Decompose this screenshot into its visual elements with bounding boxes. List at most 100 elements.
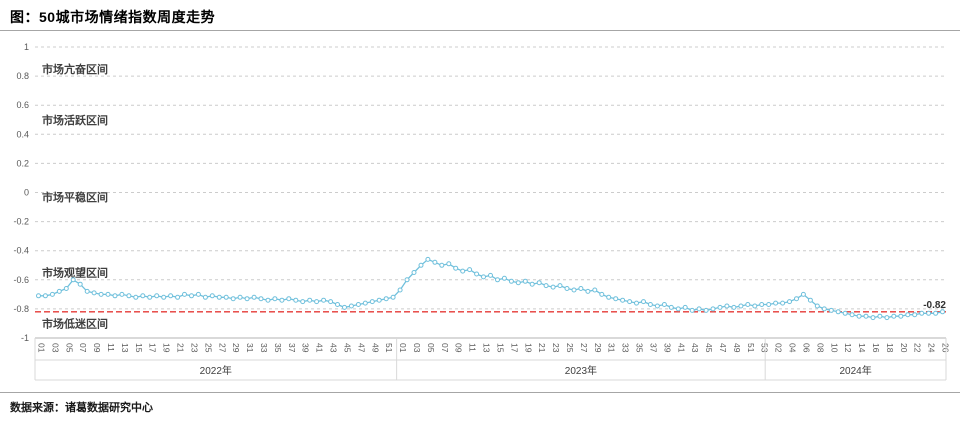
x-tick-label: 13 — [482, 343, 492, 353]
x-tick-label: 33 — [259, 343, 269, 353]
series-point — [98, 291, 104, 297]
x-tick-label: 39 — [662, 343, 672, 353]
x-tick-label: 18 — [885, 343, 895, 353]
series-point — [731, 304, 737, 310]
x-tick-label: 13 — [120, 343, 130, 353]
x-tick-label: 33 — [621, 343, 631, 353]
x-tick-label: 43 — [329, 343, 339, 353]
year-label: 2022年 — [200, 364, 232, 377]
series-point — [814, 303, 820, 309]
x-tick-label: 29 — [231, 343, 241, 353]
series-point — [439, 262, 445, 268]
series-point — [919, 310, 925, 316]
series-point — [481, 274, 486, 280]
series-point — [460, 268, 466, 274]
series-point — [300, 299, 306, 305]
series-point — [105, 291, 111, 297]
series-point — [209, 293, 215, 299]
zone-label: 市场平稳区间 — [42, 190, 108, 204]
series-point — [411, 270, 417, 275]
series-point — [863, 313, 869, 319]
x-tick-label: 37 — [648, 343, 658, 353]
x-tick-label: 14 — [857, 343, 867, 353]
y-tick-label: -1 — [21, 333, 29, 343]
series-point — [383, 296, 389, 302]
series-point — [515, 280, 521, 286]
x-tick-label: 47 — [718, 343, 728, 353]
series-point — [175, 294, 181, 300]
x-tick-label: 21 — [537, 343, 547, 353]
x-tick-label: 07 — [78, 343, 88, 353]
series-point — [244, 296, 250, 302]
series-point — [634, 300, 639, 306]
header-divider — [0, 30, 960, 31]
series-point — [710, 306, 716, 312]
series-point — [112, 293, 118, 299]
x-tick-label: 10 — [829, 343, 839, 353]
x-tick-label: 09 — [454, 343, 464, 353]
series-point — [56, 288, 62, 294]
series-point — [940, 309, 945, 315]
x-tick-label: 23 — [551, 343, 561, 353]
series-point — [314, 299, 320, 305]
series-point — [564, 286, 570, 291]
series-point — [654, 303, 660, 309]
x-tick-label: 19 — [162, 343, 172, 353]
x-tick-label: 06 — [801, 343, 811, 353]
series-point — [828, 307, 834, 313]
series-point — [578, 286, 584, 291]
series-point — [404, 277, 410, 283]
series-point — [126, 293, 132, 299]
series-point — [807, 297, 813, 303]
data-source-label: 数据来源：诸葛数据研究中心 — [10, 402, 153, 414]
series-point — [49, 291, 55, 297]
series-point — [328, 299, 334, 305]
series-point — [154, 293, 160, 299]
series-point — [912, 312, 918, 318]
series-point — [794, 296, 799, 302]
series-point — [508, 278, 514, 284]
series-point — [661, 302, 667, 307]
x-tick-label: 03 — [412, 343, 422, 353]
x-tick-label: 11 — [468, 343, 478, 352]
x-tick-label: 41 — [676, 343, 686, 353]
chart-title: 图：50城市场情绪指数周度走势 — [10, 9, 216, 25]
x-tick-label: 17 — [148, 343, 158, 353]
series-point — [265, 297, 271, 303]
series-point — [926, 310, 932, 316]
y-tick-label: -0.6 — [13, 275, 29, 285]
series-point — [884, 315, 890, 321]
series-point — [780, 300, 786, 306]
series-point — [369, 299, 375, 305]
y-tick-label: 0 — [24, 188, 29, 198]
zone-label: 市场活跃区间 — [42, 113, 108, 127]
series-point — [529, 281, 535, 287]
series-point — [321, 297, 327, 303]
series-point — [140, 293, 146, 299]
year-label: 2024年 — [839, 364, 871, 377]
x-tick-label: 07 — [440, 343, 450, 353]
series-point — [348, 303, 354, 309]
series-point — [36, 293, 41, 299]
x-tick-label: 31 — [607, 343, 617, 353]
series-point — [773, 300, 779, 306]
x-tick-label: 51 — [746, 343, 756, 353]
x-tick-label: 05 — [64, 343, 74, 353]
series-point — [495, 277, 500, 283]
x-tick-label: 15 — [134, 343, 144, 353]
series-point — [536, 280, 542, 286]
series-point — [599, 291, 605, 297]
series-point — [91, 290, 97, 296]
series-point — [251, 294, 257, 300]
series-point — [133, 294, 139, 300]
series-point — [905, 312, 911, 318]
x-tick-label: 35 — [635, 343, 645, 353]
series-point — [362, 300, 368, 306]
series-point — [613, 296, 619, 302]
x-tick-label: 41 — [315, 343, 325, 353]
series-point — [745, 302, 751, 307]
footer-divider — [0, 392, 960, 393]
series-point — [627, 299, 633, 305]
zone-label: 市场亢奋区间 — [42, 62, 108, 76]
x-tick-label: 08 — [815, 343, 825, 353]
